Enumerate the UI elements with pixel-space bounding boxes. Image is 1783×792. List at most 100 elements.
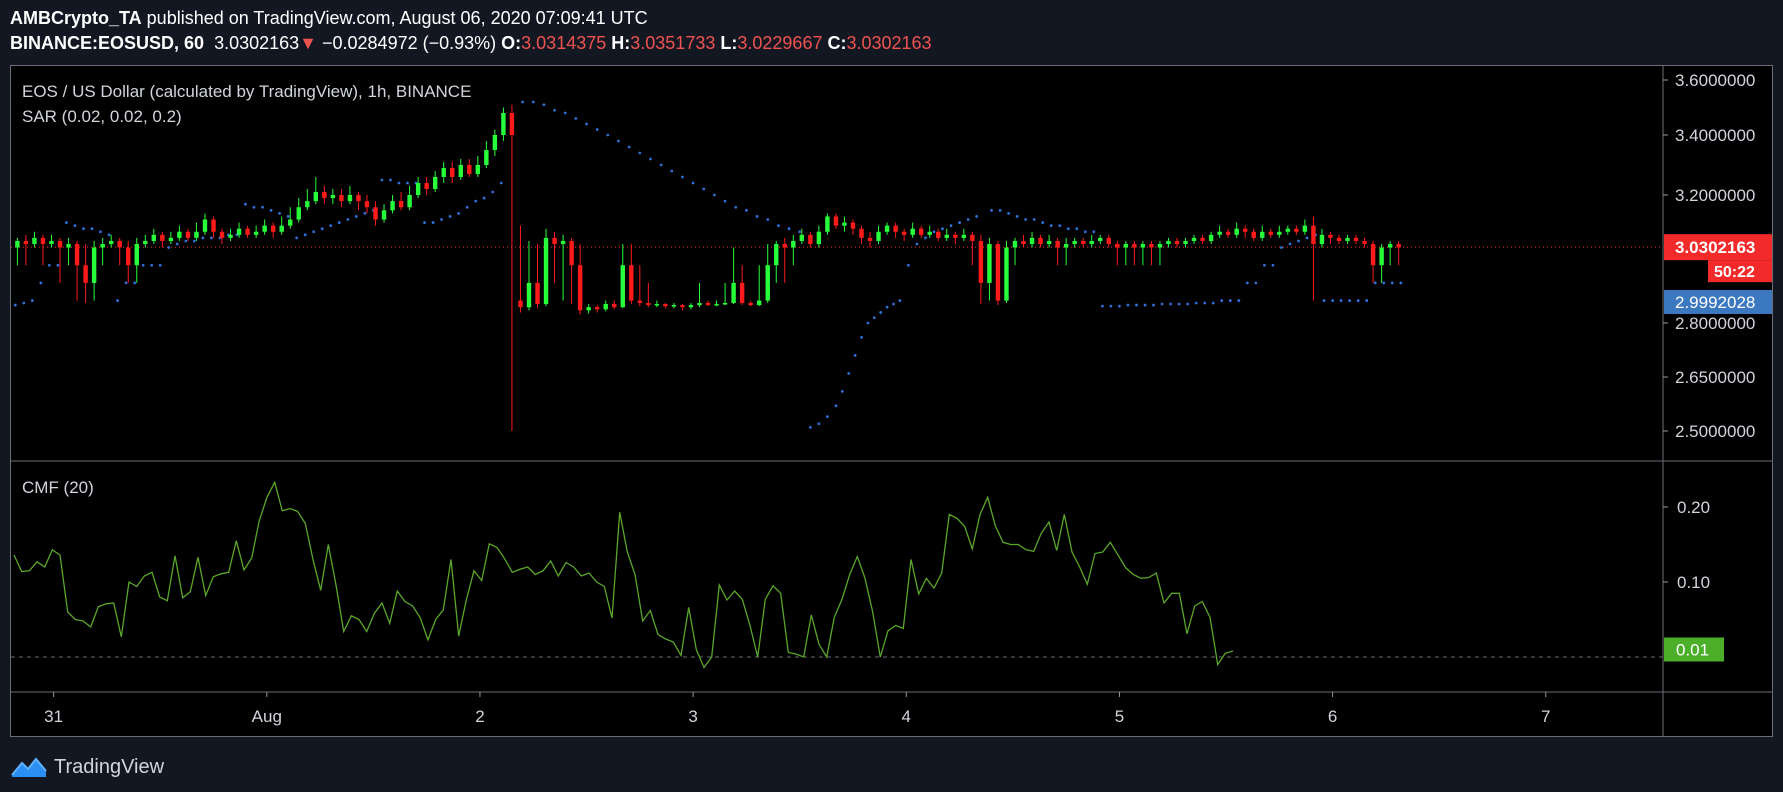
candle[interactable] <box>270 222 276 238</box>
candle[interactable] <box>219 228 225 245</box>
candle[interactable] <box>185 228 191 241</box>
candle[interactable] <box>126 240 131 283</box>
candle[interactable] <box>1157 240 1163 266</box>
candle[interactable] <box>49 234 54 248</box>
candle[interactable] <box>1370 240 1376 283</box>
candle[interactable] <box>867 231 873 248</box>
candle[interactable] <box>518 225 523 313</box>
candle[interactable] <box>654 300 660 308</box>
candle[interactable] <box>1166 237 1171 248</box>
candle[interactable] <box>1072 237 1077 248</box>
candle[interactable] <box>1353 234 1359 245</box>
candle[interactable] <box>313 177 319 205</box>
candle[interactable] <box>83 244 88 303</box>
candle[interactable] <box>322 186 327 205</box>
candle[interactable] <box>552 231 557 283</box>
candle[interactable] <box>816 225 822 248</box>
candle[interactable] <box>364 195 370 214</box>
sar-value-tag[interactable] <box>1664 289 1772 314</box>
candle[interactable] <box>424 177 429 195</box>
candle[interactable] <box>228 228 233 241</box>
candle[interactable] <box>1098 234 1103 245</box>
cmf-value-tag[interactable] <box>1664 637 1724 662</box>
candle[interactable] <box>1183 237 1188 248</box>
candle[interactable] <box>253 225 259 238</box>
candle[interactable] <box>586 304 591 314</box>
candle[interactable] <box>117 237 122 266</box>
candle[interactable] <box>927 225 932 238</box>
candle[interactable] <box>262 219 267 235</box>
candle[interactable] <box>705 300 711 307</box>
last-price-tag[interactable] <box>1664 234 1772 261</box>
candle[interactable] <box>1345 234 1350 245</box>
tradingview-logo-icon[interactable] <box>10 755 48 779</box>
candle[interactable] <box>1234 222 1239 238</box>
candle[interactable] <box>1132 240 1137 266</box>
candle[interactable] <box>236 222 242 238</box>
candle[interactable] <box>910 222 915 238</box>
candle[interactable] <box>756 265 762 307</box>
candle[interactable] <box>509 104 515 431</box>
price-pane[interactable] <box>13 100 1403 431</box>
candle[interactable] <box>467 159 472 177</box>
candle[interactable] <box>1123 240 1129 266</box>
candle[interactable] <box>356 192 361 211</box>
candle[interactable] <box>177 225 182 241</box>
candle[interactable] <box>450 162 455 183</box>
candle[interactable] <box>381 204 387 223</box>
candle[interactable] <box>620 244 625 309</box>
candle[interactable] <box>1191 234 1197 245</box>
candle[interactable] <box>953 231 958 245</box>
candle[interactable] <box>603 300 608 312</box>
candle[interactable] <box>339 189 344 208</box>
candle[interactable] <box>288 207 293 229</box>
cmf-pane[interactable] <box>11 480 1663 669</box>
candle[interactable] <box>279 216 284 235</box>
candle[interactable] <box>100 237 105 266</box>
candle[interactable] <box>1268 228 1273 238</box>
candle[interactable] <box>202 213 208 235</box>
candle[interactable] <box>1021 234 1026 248</box>
candle[interactable] <box>799 228 805 245</box>
candle[interactable] <box>978 234 984 305</box>
candle[interactable] <box>1379 244 1384 283</box>
candle[interactable] <box>722 282 728 306</box>
candle[interactable] <box>936 228 941 241</box>
candle[interactable] <box>458 159 463 180</box>
cmf-line[interactable] <box>13 480 1234 669</box>
candle[interactable] <box>526 240 532 311</box>
candle[interactable] <box>1362 237 1367 248</box>
candle[interactable] <box>492 129 498 157</box>
candle[interactable] <box>1115 240 1120 266</box>
candle[interactable] <box>569 237 574 305</box>
candle[interactable] <box>143 234 148 248</box>
candle[interactable] <box>918 225 924 238</box>
candle[interactable] <box>134 237 139 283</box>
candle[interactable] <box>1396 240 1401 266</box>
candle[interactable] <box>876 225 881 245</box>
candle[interactable] <box>646 282 651 308</box>
candle[interactable] <box>901 228 907 241</box>
candle[interactable] <box>1046 234 1052 248</box>
candle[interactable] <box>1012 237 1018 266</box>
candle[interactable] <box>842 216 847 232</box>
candle[interactable] <box>680 304 685 311</box>
candle[interactable] <box>1251 228 1256 241</box>
candle[interactable] <box>782 237 787 283</box>
candle[interactable] <box>1302 219 1308 235</box>
candle[interactable] <box>637 265 643 307</box>
candle[interactable] <box>833 213 839 229</box>
candle[interactable] <box>108 234 114 248</box>
candle[interactable] <box>23 234 29 266</box>
cmf-indicator-label[interactable]: CMF (20) <box>22 478 94 497</box>
candle[interactable] <box>765 244 770 303</box>
candle[interactable] <box>415 177 421 199</box>
candle[interactable] <box>32 231 37 248</box>
candle[interactable] <box>739 265 745 306</box>
candle[interactable] <box>160 231 165 248</box>
candle[interactable] <box>1208 231 1214 245</box>
candle[interactable] <box>1328 231 1333 245</box>
candle[interactable] <box>535 244 540 309</box>
candle[interactable] <box>987 237 992 301</box>
candle[interactable] <box>296 198 301 223</box>
